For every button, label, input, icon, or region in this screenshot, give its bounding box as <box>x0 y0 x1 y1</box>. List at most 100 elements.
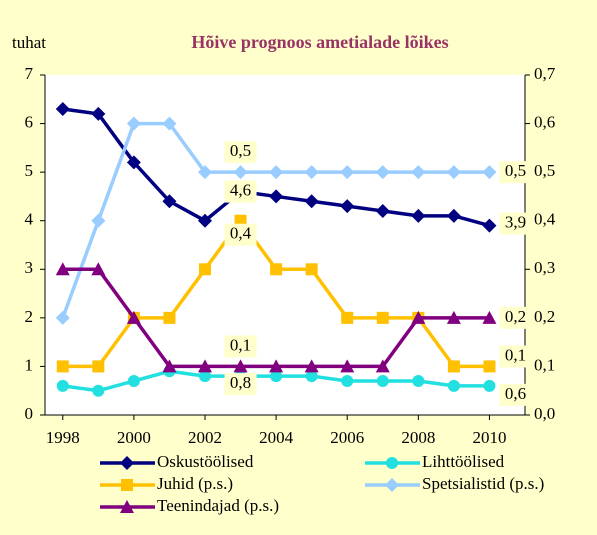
data-label-box <box>224 141 257 164</box>
x-tick-label: 1998 <box>46 428 80 447</box>
data-point <box>482 310 497 324</box>
data-point <box>304 165 319 180</box>
x-tick-label: 2002 <box>188 428 222 447</box>
data-point <box>411 165 426 180</box>
legend-label: Teenindajad (p.s.) <box>157 496 279 515</box>
data-point <box>199 263 211 276</box>
data-point <box>126 116 141 131</box>
data-label-box <box>499 306 532 329</box>
data-point <box>126 155 141 170</box>
data-point <box>376 375 389 387</box>
legend-label: Juhid (p.s.) <box>157 474 233 493</box>
legend-label: Oskustöölised <box>157 452 254 471</box>
data-point <box>341 311 354 324</box>
data-label-box <box>499 345 532 368</box>
data-point <box>341 375 354 387</box>
data-label-box <box>499 383 532 406</box>
data-point <box>483 360 496 373</box>
data-point <box>482 218 497 233</box>
data-point <box>233 165 248 180</box>
legend-label: Lihttöölised <box>422 452 505 471</box>
data-label-box <box>224 335 257 358</box>
legend-marker <box>120 500 134 513</box>
data-point <box>127 375 140 387</box>
data-point <box>198 213 212 228</box>
data-point <box>55 102 70 116</box>
data-point <box>91 262 106 276</box>
data-point <box>163 311 176 324</box>
data-point <box>55 262 70 276</box>
data-point <box>305 370 318 383</box>
data-point <box>304 359 319 373</box>
data-label: 0,6 <box>505 384 526 403</box>
data-point <box>304 194 319 209</box>
data-label-box <box>224 223 257 246</box>
y2-tick-label: 0,5 <box>534 161 555 180</box>
legend-marker <box>385 478 399 492</box>
data-point <box>446 165 461 180</box>
data-point <box>305 263 318 276</box>
plot-area <box>45 75 525 415</box>
data-point <box>270 370 283 383</box>
data-label: 0,2 <box>505 307 526 326</box>
y-tick-label: 0 <box>25 404 34 423</box>
data-point <box>233 359 248 373</box>
data-point <box>199 370 211 383</box>
data-point <box>56 379 69 392</box>
legend-marker <box>386 457 398 469</box>
y-tick-label: 7 <box>25 64 34 83</box>
y-tick-label: 3 <box>25 258 34 277</box>
data-point <box>412 375 425 387</box>
x-tick-label: 2000 <box>117 428 151 447</box>
data-point <box>56 360 69 373</box>
y-tick-label: 2 <box>25 307 34 326</box>
y-tick-label: 1 <box>25 355 34 374</box>
data-point <box>340 199 355 214</box>
data-label: 4,6 <box>230 180 251 199</box>
legend-marker <box>120 456 134 470</box>
data-point <box>162 194 177 209</box>
data-point <box>269 359 284 373</box>
x-tick-label: 2008 <box>401 428 435 447</box>
data-label: 0,1 <box>230 335 251 354</box>
data-point <box>446 208 461 223</box>
y-tick-label: 4 <box>25 210 34 229</box>
x-tick-label: 2004 <box>259 428 294 447</box>
data-point <box>91 106 106 121</box>
data-point <box>376 311 389 324</box>
y2-tick-label: 0,0 <box>534 404 555 423</box>
legend-marker <box>121 479 133 491</box>
data-point <box>483 379 496 392</box>
legend-label: Spetsialistid (p.s.) <box>422 474 544 493</box>
data-point <box>126 310 141 324</box>
data-point <box>162 116 177 131</box>
data-label-box <box>499 161 532 184</box>
data-label: 0,8 <box>230 373 251 392</box>
data-point <box>375 204 390 218</box>
x-tick-label: 2006 <box>330 428 364 447</box>
data-label: 0,4 <box>230 224 252 243</box>
data-point <box>91 213 106 228</box>
data-label-box <box>499 212 532 235</box>
data-point <box>446 310 461 324</box>
data-point <box>198 359 212 373</box>
data-point <box>482 165 497 180</box>
data-point <box>340 165 355 180</box>
data-point <box>269 165 284 180</box>
data-point <box>162 359 177 373</box>
y2-tick-label: 0,4 <box>534 210 556 229</box>
data-point <box>411 208 426 223</box>
data-point <box>92 384 105 397</box>
data-point <box>198 165 212 180</box>
data-label-box <box>224 373 257 396</box>
data-point <box>447 360 460 373</box>
y-tick-label: 5 <box>25 161 34 180</box>
chart-title: Hõive prognoos ametialade lõikes <box>191 32 448 52</box>
y2-tick-label: 0,3 <box>534 258 555 277</box>
data-label: 0,5 <box>505 161 526 180</box>
data-label: 3,9 <box>505 212 526 231</box>
y2-tick-label: 0,1 <box>534 355 555 374</box>
data-point <box>340 359 355 373</box>
data-point <box>270 263 283 276</box>
y2-tick-label: 0,6 <box>534 112 555 131</box>
